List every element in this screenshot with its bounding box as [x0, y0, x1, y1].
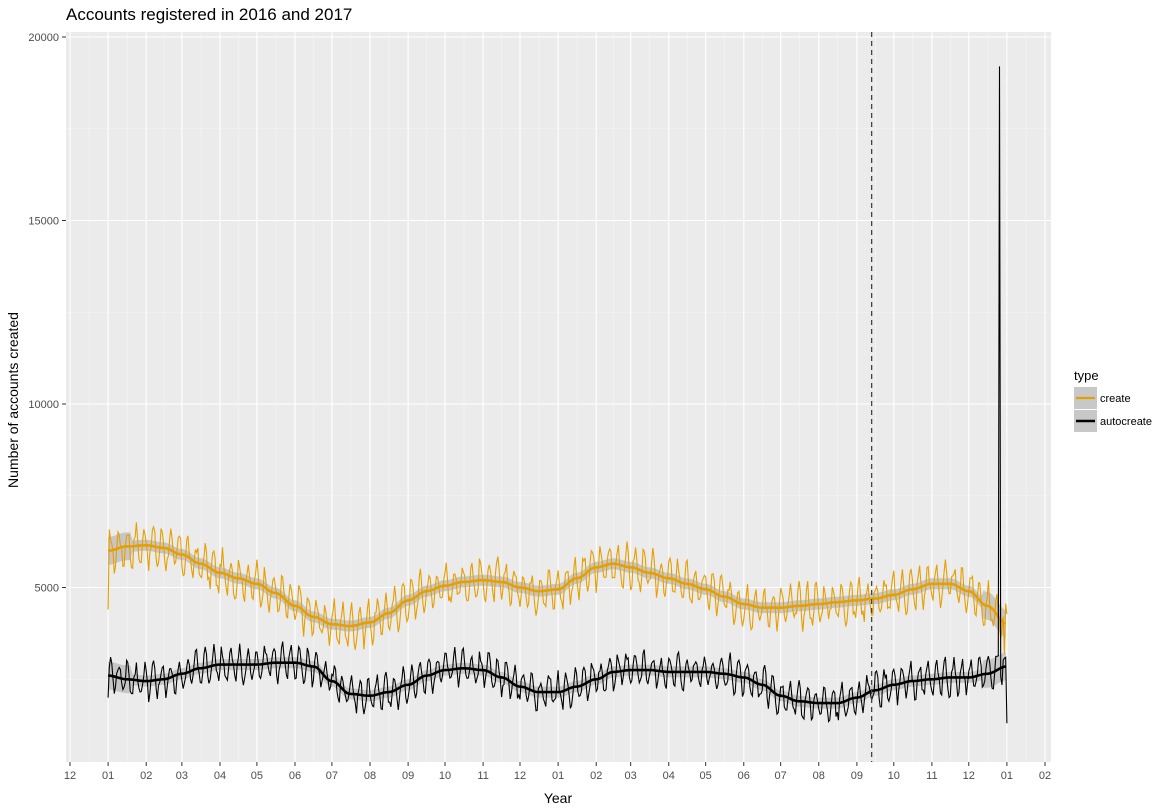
legend-title: type: [1074, 368, 1099, 383]
x-tick-label: 10: [439, 770, 451, 782]
axes: 12 01 02 03 04 05 06 07 08 09 10 11 12 01 02 03 04 05 06 07…: [28, 32, 1051, 782]
x-tick-label: 09: [851, 770, 863, 782]
series-lines: [107, 66, 1008, 724]
x-tick-label: 04: [663, 770, 675, 782]
x-tick-label: 11: [477, 770, 488, 782]
ribbon-create: [108, 532, 1006, 638]
x-tick-label: 04: [214, 770, 226, 782]
legend: type create autocreate: [1074, 368, 1152, 432]
x-tick-label: 05: [700, 770, 712, 782]
x-tick-label: 01: [552, 770, 564, 782]
x-tick-label: 09: [402, 770, 414, 782]
y-tick-label: 10000: [28, 399, 59, 411]
y-tick-label: 20000: [28, 32, 59, 44]
x-tick-label: 10: [888, 770, 900, 782]
x-tick-label: 01: [1001, 770, 1013, 782]
x-tick-label: 02: [590, 770, 602, 782]
y-tick-label: 15000: [28, 216, 59, 228]
x-tick-label: 06: [289, 770, 301, 782]
chart-title: Accounts registered in 2016 and 2017: [66, 5, 352, 24]
x-tick-label: 07: [326, 770, 338, 782]
x-tick-label: 02: [1039, 770, 1051, 782]
x-tick-label: 11: [926, 770, 937, 782]
y-tick-label: 5000: [35, 583, 59, 595]
trend-line-autocreate: [108, 661, 1006, 705]
legend-label-create: create: [1100, 393, 1131, 405]
legend-label-autocreate: autocreate: [1100, 416, 1152, 428]
x-tick-label: 08: [813, 770, 825, 782]
x-tick-label: 02: [140, 770, 152, 782]
x-tick-label: 03: [625, 770, 637, 782]
x-tick-label: 03: [176, 770, 188, 782]
x-tick-label: 12: [963, 770, 975, 782]
x-tick-label: 08: [364, 770, 376, 782]
legend-item-create: create: [1074, 387, 1131, 409]
x-axis-title: Year: [544, 790, 573, 806]
x-tick-label: 07: [775, 770, 787, 782]
x-tick-label: 06: [738, 770, 750, 782]
x-tick-label: 05: [251, 770, 263, 782]
trend-line-create: [107, 543, 1007, 628]
legend-item-autocreate: autocreate: [1074, 410, 1152, 432]
x-tick-label: 12: [514, 770, 526, 782]
grid-lines: [66, 32, 1051, 762]
x-tick-label: 12: [64, 770, 76, 782]
x-tick-label: 01: [102, 770, 114, 782]
y-axis-title: Number of accounts created: [5, 312, 21, 488]
raw-line-autocreate: [107, 66, 1008, 724]
